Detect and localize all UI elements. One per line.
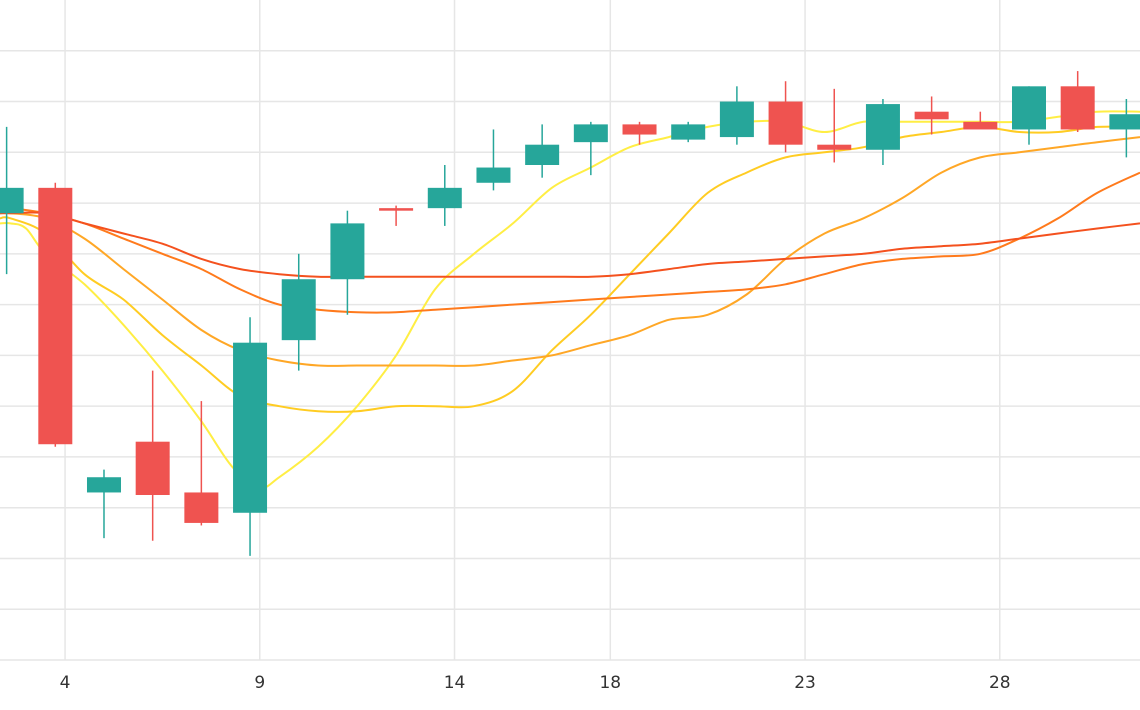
- candle-body: [1109, 114, 1140, 130]
- moving-average-line-2: [0, 125, 1140, 413]
- moving-average-line-5: [0, 211, 1140, 278]
- candle-body: [865, 104, 900, 150]
- candle-body: [719, 101, 754, 138]
- candle-body: [281, 279, 316, 341]
- candle-22: [1011, 86, 1046, 145]
- candle-body: [476, 167, 511, 183]
- candle-7: [281, 253, 316, 371]
- candle-21: [963, 111, 998, 130]
- candle-body: [768, 101, 803, 145]
- candle-4: [135, 370, 170, 541]
- candle-body: [622, 124, 657, 135]
- candle-body: [914, 111, 949, 120]
- candle-2: [38, 182, 73, 447]
- candle-1: [0, 126, 24, 275]
- candle-9: [379, 205, 414, 226]
- moving-average-line-1: [0, 110, 1140, 489]
- x-tick-label: 9: [254, 673, 265, 693]
- grid: [0, 0, 1140, 661]
- candle-body: [963, 121, 998, 130]
- candle-13: [573, 121, 608, 176]
- candle-body: [38, 187, 73, 445]
- x-tick-label: 4: [60, 673, 71, 693]
- x-tick-label: 18: [599, 673, 621, 693]
- candle-body: [379, 208, 414, 211]
- moving-average-line-3: [0, 136, 1140, 367]
- candle-6: [233, 317, 268, 556]
- candle-5: [184, 401, 219, 526]
- candle-17: [768, 81, 803, 153]
- x-axis: 4 9 14 18 23 28: [60, 673, 1011, 693]
- candle-16: [719, 86, 754, 145]
- x-tick-label: 23: [794, 673, 816, 693]
- candle-body: [135, 441, 170, 495]
- candle-8: [330, 210, 365, 315]
- candle-body: [817, 144, 852, 150]
- candle-body: [573, 124, 608, 143]
- candle-body: [427, 187, 462, 209]
- moving-averages: [0, 110, 1140, 489]
- candle-body: [1060, 86, 1095, 130]
- candle-body: [184, 492, 219, 523]
- candle-body: [1011, 86, 1046, 130]
- candle-body: [233, 342, 268, 513]
- candle-12: [525, 124, 560, 178]
- candle-body: [86, 477, 121, 493]
- candle-body: [525, 144, 560, 165]
- candles: [0, 71, 1140, 556]
- candle-body: [330, 223, 365, 280]
- candle-14: [622, 121, 657, 145]
- candle-18: [817, 88, 852, 163]
- candle-body: [671, 124, 706, 140]
- x-tick-label: 14: [444, 673, 466, 693]
- candle-body: [0, 187, 24, 214]
- candle-10: [427, 165, 462, 226]
- candle-3: [86, 469, 121, 539]
- candle-11: [476, 129, 511, 191]
- candle-23: [1060, 71, 1095, 132]
- candle-15: [671, 121, 706, 143]
- candle-19: [865, 99, 900, 165]
- candle-20: [914, 96, 949, 135]
- candle-24: [1109, 99, 1140, 158]
- x-tick-label: 28: [989, 673, 1011, 693]
- moving-average-line-4: [0, 171, 1140, 314]
